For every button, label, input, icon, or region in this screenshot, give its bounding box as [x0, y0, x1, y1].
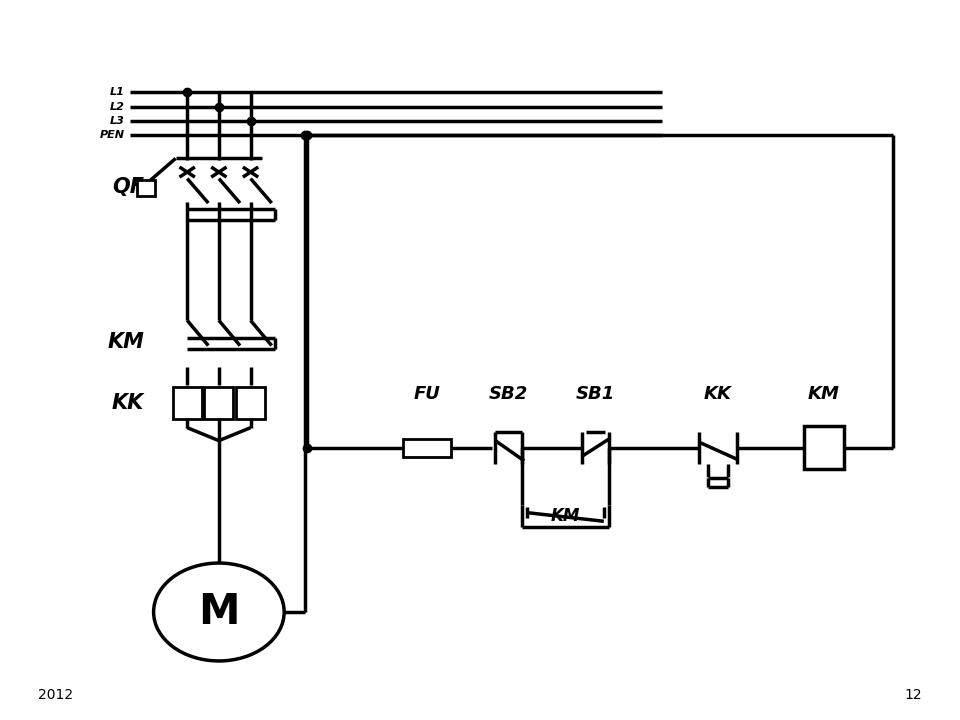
- Text: KM: KM: [551, 507, 580, 526]
- FancyBboxPatch shape: [403, 439, 451, 457]
- Text: KM: KM: [108, 332, 144, 352]
- Text: QF: QF: [112, 177, 144, 197]
- Text: 12: 12: [904, 688, 922, 702]
- FancyBboxPatch shape: [204, 387, 233, 419]
- Text: KK: KK: [704, 384, 732, 403]
- Text: L2: L2: [110, 102, 125, 112]
- FancyBboxPatch shape: [137, 180, 155, 196]
- Text: M: M: [198, 591, 240, 633]
- Text: SB2: SB2: [490, 384, 528, 403]
- Text: KM: KM: [807, 384, 840, 403]
- FancyBboxPatch shape: [236, 387, 265, 419]
- Text: PEN: PEN: [100, 130, 125, 140]
- FancyBboxPatch shape: [173, 387, 202, 419]
- Text: L3: L3: [110, 116, 125, 126]
- Text: L1: L1: [110, 87, 125, 97]
- Text: FU: FU: [414, 384, 441, 403]
- FancyBboxPatch shape: [804, 426, 844, 469]
- Text: KK: KK: [111, 393, 144, 413]
- Text: SB1: SB1: [576, 384, 614, 403]
- Text: 2012: 2012: [38, 688, 74, 702]
